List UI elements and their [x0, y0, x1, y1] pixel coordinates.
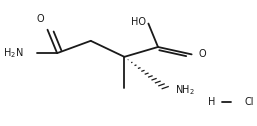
- Text: HO: HO: [131, 17, 146, 27]
- Text: H: H: [208, 97, 216, 107]
- Text: NH$_2$: NH$_2$: [175, 83, 195, 97]
- Text: O: O: [36, 14, 44, 24]
- Text: H$_2$N: H$_2$N: [3, 46, 23, 60]
- Text: O: O: [199, 49, 206, 59]
- Text: Cl: Cl: [244, 97, 254, 107]
